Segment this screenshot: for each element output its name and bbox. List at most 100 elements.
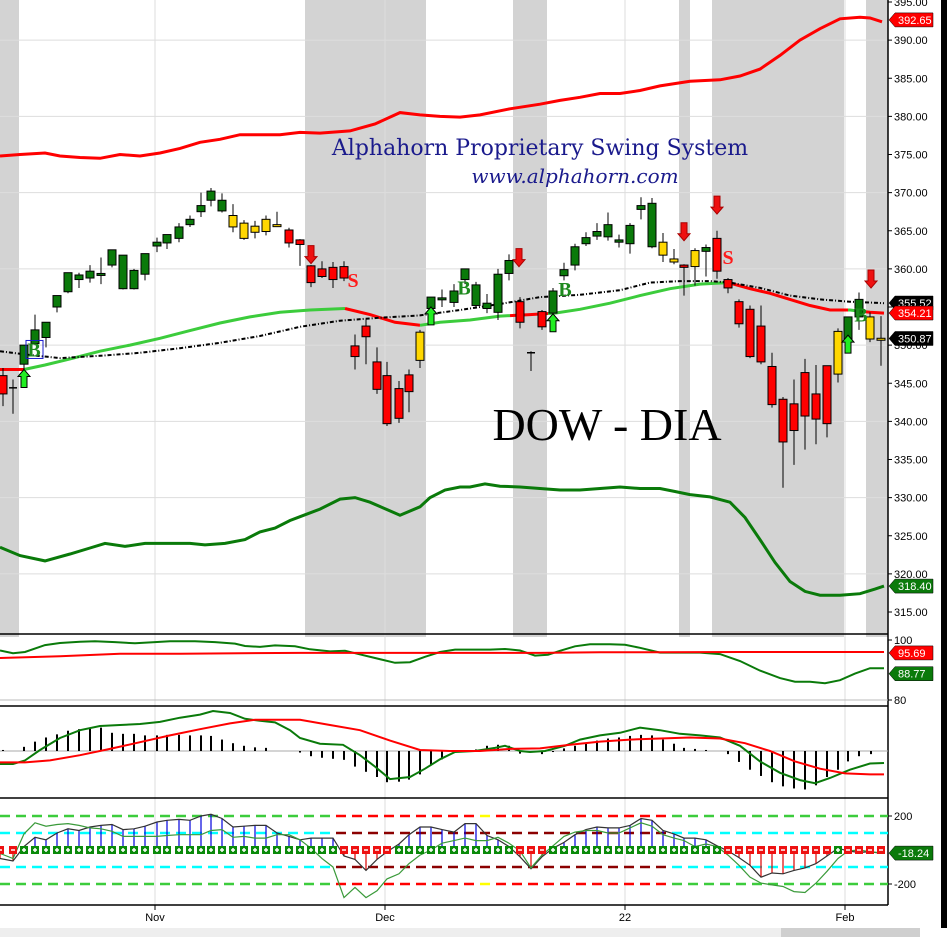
scrollbar-thumb[interactable]	[781, 928, 920, 937]
plus-marker-icon	[438, 846, 446, 854]
buy-signal-label: B	[27, 339, 40, 361]
candle-body	[449, 290, 459, 303]
plus-marker-icon	[285, 846, 293, 854]
plus-marker-icon	[702, 846, 710, 854]
candle	[339, 261, 349, 282]
candle	[833, 328, 843, 383]
horizontal-scrollbar[interactable]	[0, 928, 920, 937]
candle-body	[690, 250, 700, 268]
candle-body	[272, 224, 282, 228]
plus-marker-icon	[713, 846, 721, 854]
buy-arrow-icon	[545, 313, 561, 333]
candle-body	[437, 297, 447, 301]
candle	[350, 334, 360, 370]
buy-arrow-icon	[423, 306, 439, 326]
sell-arrow-icon	[676, 222, 692, 242]
window-edge	[941, 0, 947, 928]
plus-marker-icon	[604, 846, 612, 854]
minus-marker-icon	[362, 846, 370, 854]
candle	[603, 212, 613, 241]
candle	[196, 192, 206, 218]
value-tag-bg	[888, 578, 934, 594]
last-value-tag: 350.87	[888, 331, 934, 346]
candle	[482, 294, 492, 314]
plus-marker-icon	[42, 846, 50, 854]
minus-marker-icon	[351, 846, 359, 854]
short-ma-segment	[547, 281, 729, 315]
candle-body	[30, 329, 40, 345]
candle	[152, 237, 162, 253]
candle-body	[0, 375, 8, 395]
oscillator-tick-label: 100	[894, 635, 912, 647]
candle	[63, 272, 73, 294]
value-tag-label: 350.87	[898, 333, 932, 345]
shaded-region-strip	[0, 634, 19, 637]
buy-signal-box	[25, 339, 44, 359]
candle	[756, 305, 766, 365]
shaded-regions	[0, 0, 888, 637]
value-tag-label: -18.24	[898, 848, 929, 860]
candle-body	[174, 226, 184, 239]
candle	[811, 364, 821, 445]
short-ma-segment	[344, 307, 421, 327]
plus-marker-icon	[626, 846, 634, 854]
time-tick-label: Feb	[836, 912, 855, 924]
candle	[118, 254, 128, 290]
candle-body	[581, 237, 591, 245]
candle	[217, 193, 227, 213]
candle	[317, 261, 327, 279]
last-value-tag: 354.21	[888, 305, 934, 321]
price-tick-label: 395.00	[894, 0, 928, 9]
candle	[295, 239, 305, 266]
candle	[382, 361, 392, 426]
plus-marker-icon	[97, 846, 105, 854]
minus-marker-icon	[735, 846, 743, 854]
candle-body	[206, 190, 216, 201]
candle-body	[295, 239, 305, 245]
candle	[778, 396, 788, 488]
value-tag-label: 392.65	[898, 15, 932, 27]
plus-marker-icon	[494, 846, 502, 854]
plus-marker-icon	[186, 846, 194, 854]
candle-body	[515, 301, 525, 323]
shaded-region	[679, 0, 690, 634]
candle	[185, 215, 195, 227]
minus-marker-icon	[383, 846, 391, 854]
last-value-tag: 392.65	[888, 12, 934, 28]
candle	[239, 220, 249, 240]
candle-body	[415, 331, 425, 361]
candle-body	[559, 269, 569, 277]
value-tag-bg	[888, 331, 934, 346]
short-ma-segment	[727, 281, 848, 312]
plus-marker-icon	[395, 846, 403, 854]
minus-marker-icon	[844, 846, 852, 854]
candle	[800, 358, 810, 450]
last-value-tag: 318.40	[888, 578, 934, 594]
candle-body	[723, 279, 733, 289]
candle	[206, 188, 216, 207]
candle-body	[261, 218, 271, 233]
minus-marker-icon	[779, 846, 787, 854]
plus-marker-icon	[240, 846, 248, 854]
cci-value-tag: -18.24	[888, 845, 934, 861]
candle-body	[228, 215, 238, 228]
buy-signal-label: B	[854, 304, 867, 326]
candle	[52, 295, 62, 313]
value-tag-bg	[888, 12, 934, 28]
candle	[85, 265, 95, 283]
value-tag-bg	[888, 305, 934, 321]
candle	[636, 197, 646, 220]
red-line	[0, 651, 884, 659]
candle	[789, 379, 799, 465]
candle-body	[361, 325, 371, 338]
candle	[9, 379, 17, 414]
candle	[74, 272, 84, 288]
cci-black	[0, 813, 882, 878]
minus-marker-icon	[9, 846, 17, 854]
long-ma-line	[0, 280, 885, 360]
shaded-region	[712, 0, 844, 634]
candle-body	[701, 247, 711, 252]
price-tick-label: 360.00	[894, 264, 928, 276]
plus-marker-icon	[273, 846, 281, 854]
plus-marker-icon	[582, 846, 590, 854]
